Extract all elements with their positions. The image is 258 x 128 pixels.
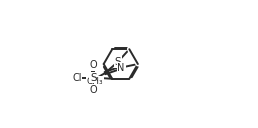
Text: O: O xyxy=(90,60,97,70)
Text: S: S xyxy=(115,57,121,67)
Text: Cl: Cl xyxy=(72,73,82,83)
Text: CH₃: CH₃ xyxy=(86,77,103,86)
Text: O: O xyxy=(90,85,97,95)
Text: N: N xyxy=(117,63,125,73)
Text: S: S xyxy=(90,73,96,83)
